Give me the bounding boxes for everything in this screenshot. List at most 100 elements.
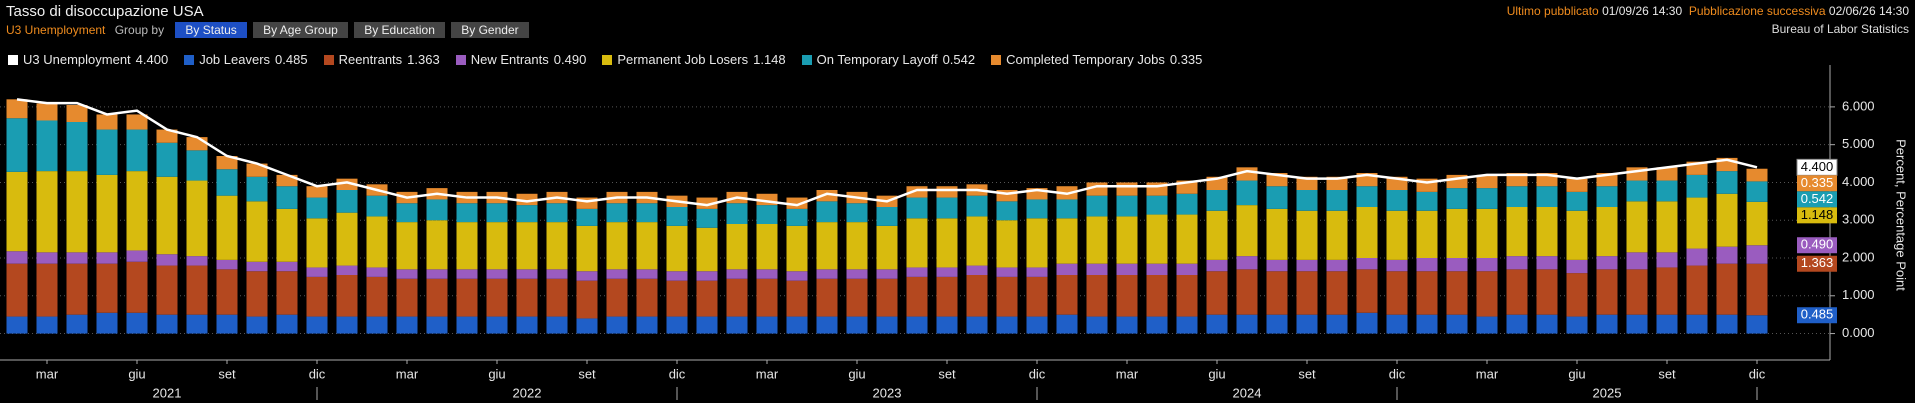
- next-label: Pubblicazione successiva: [1688, 4, 1826, 18]
- legend-item[interactable]: Completed Temporary Jobs 0.335: [991, 52, 1202, 67]
- bar-segment: [576, 271, 598, 281]
- bar-segment: [1746, 263, 1768, 316]
- group-button[interactable]: By Education: [354, 22, 445, 38]
- bar-segment: [906, 197, 928, 219]
- group-button[interactable]: By Age Group: [253, 22, 348, 38]
- legend-item[interactable]: On Temporary Layoff 0.542: [801, 52, 975, 67]
- bar-segment: [1116, 275, 1138, 317]
- bar-segment: [426, 220, 448, 270]
- bar-segment: [936, 316, 958, 334]
- bar-segment: [1656, 201, 1678, 253]
- legend-label: New Entrants: [470, 52, 549, 67]
- bar-segment: [516, 269, 538, 279]
- bar-segment: [1746, 315, 1768, 334]
- toolbar: U3 Unemployment Group by By Status By Ag…: [6, 22, 532, 38]
- bar-segment: [1266, 314, 1288, 334]
- group-button[interactable]: By Gender: [451, 22, 529, 38]
- bar-segment: [1206, 190, 1228, 211]
- bar-segment: [1506, 186, 1528, 207]
- legend-value: 0.335: [1169, 52, 1203, 67]
- bar-segment: [576, 197, 598, 209]
- legend-item[interactable]: Permanent Job Losers 1.148: [602, 52, 786, 67]
- bar-segment: [6, 263, 28, 317]
- legend-label: Job Leavers: [199, 52, 271, 67]
- legend-value: 1.363: [407, 52, 440, 67]
- x-tick-label: giu: [1208, 366, 1225, 381]
- bar-segment: [1536, 256, 1558, 270]
- bar-segment: [876, 225, 898, 270]
- bar-segment: [546, 269, 568, 279]
- last-published: 01/09/26 14:30: [1602, 4, 1683, 18]
- bar-segment: [1236, 269, 1258, 315]
- bar-segment: [126, 114, 148, 130]
- legend-swatch: [991, 55, 1002, 65]
- bar-segment: [1176, 214, 1198, 264]
- y-tick-label: 2.000: [1842, 249, 1875, 264]
- bar-segment: [906, 276, 928, 317]
- bar-segment: [516, 278, 538, 317]
- bar-segment: [846, 278, 868, 317]
- legend-item[interactable]: Reentrants 1.363: [323, 52, 440, 67]
- bar-segment: [516, 316, 538, 334]
- bar-segment: [1476, 271, 1498, 317]
- bar-segment: [276, 261, 298, 272]
- bar-segment: [66, 252, 88, 264]
- bar-segment: [1686, 248, 1708, 266]
- bar-segment: [246, 271, 268, 317]
- bar-segment: [186, 256, 208, 266]
- bar-segment: [1566, 191, 1588, 211]
- bar-segment: [1356, 269, 1378, 313]
- bar-segment: [1596, 256, 1618, 270]
- bar-segment: [576, 208, 598, 226]
- bar-segment: [36, 263, 58, 317]
- value-tag: [1797, 307, 1837, 324]
- legend-item[interactable]: Job Leavers 0.485: [184, 52, 308, 67]
- legend-swatch: [184, 55, 195, 65]
- bar-segment: [96, 174, 118, 253]
- bar-segment: [756, 316, 778, 334]
- bar-segment: [996, 201, 1018, 221]
- legend-item[interactable]: New Entrants 0.490: [455, 52, 586, 67]
- x-tick-label: mar: [1116, 366, 1139, 381]
- bar-segment: [1566, 273, 1588, 317]
- legend-item[interactable]: U3 Unemployment 4.400: [8, 52, 168, 67]
- bar-segment: [546, 203, 568, 223]
- bar-segment: [36, 120, 58, 172]
- bar-segment: [246, 176, 268, 202]
- legend-swatch: [455, 55, 466, 65]
- bar-segment: [756, 205, 778, 224]
- bar-segment: [1536, 186, 1558, 207]
- bar-segment: [216, 259, 238, 270]
- bar-segment: [306, 197, 328, 219]
- bar-segment: [126, 171, 148, 251]
- bar-segment: [126, 261, 148, 313]
- year-label: 2024: [1233, 385, 1262, 400]
- group-button[interactable]: By Status: [175, 22, 247, 38]
- bar-segment: [516, 205, 538, 223]
- legend-label: U3 Unemployment: [23, 52, 131, 67]
- bar-segment: [1026, 188, 1048, 200]
- bar-segment: [1206, 259, 1228, 272]
- bar-segment: [1236, 180, 1258, 206]
- bar-segment: [966, 195, 988, 217]
- bar-segment: [1326, 314, 1348, 334]
- bar-segment: [1386, 314, 1408, 334]
- bar-segment: [1356, 312, 1378, 334]
- bar-segment: [786, 197, 808, 209]
- source: Bureau of Labor Statistics: [1771, 22, 1909, 36]
- bar-segment: [486, 269, 508, 279]
- value-tag-label: 1.148: [1801, 207, 1834, 222]
- bar-segment: [456, 222, 478, 270]
- bar-segment: [996, 220, 1018, 268]
- bar-segment: [1386, 190, 1408, 211]
- bar-segment: [1476, 316, 1498, 334]
- bar-segment: [396, 278, 418, 317]
- legend-label: On Temporary Layoff: [816, 52, 938, 67]
- bar-segment: [1416, 210, 1438, 258]
- bar-segment: [936, 186, 958, 198]
- bar-segment: [816, 222, 838, 270]
- bar-segment: [456, 269, 478, 279]
- bar-segment: [276, 208, 298, 262]
- bar-segment: [96, 129, 118, 175]
- bar-segment: [486, 316, 508, 334]
